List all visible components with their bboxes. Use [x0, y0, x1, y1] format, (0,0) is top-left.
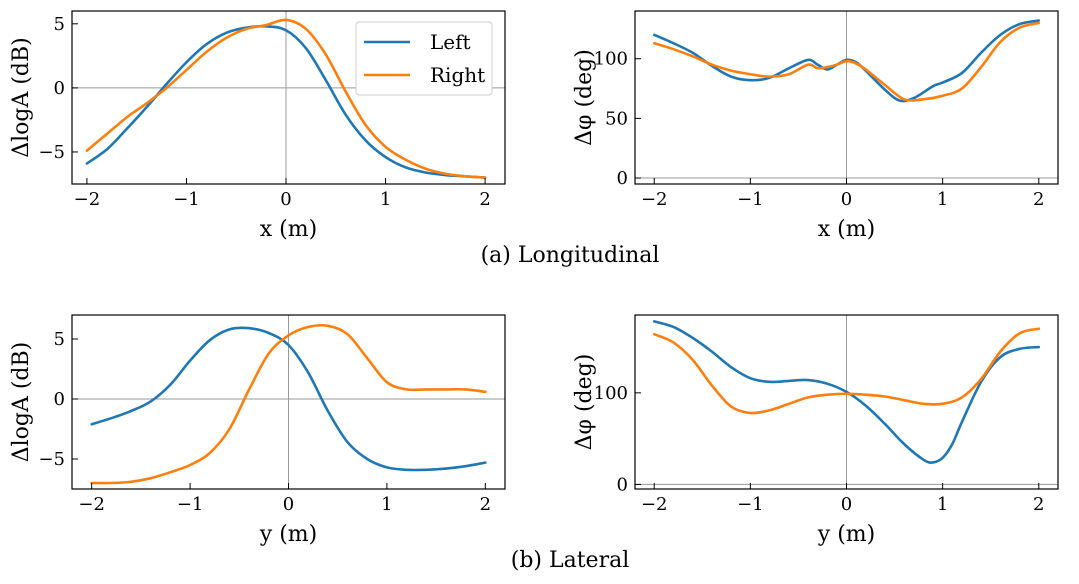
y-tick-label: 5 — [54, 14, 65, 35]
series-line-left — [652, 320, 1041, 464]
panel-b-right: −2 −1 0 1 2 0 100 y (m) Δφ (deg) — [572, 314, 1059, 547]
x-tick-label: 2 — [1033, 189, 1044, 210]
x-tick-label: 0 — [841, 494, 852, 515]
series-line-right — [652, 21, 1041, 102]
y-tick-label: 50 — [605, 108, 628, 129]
x-tick-label: −1 — [173, 189, 200, 210]
legend-frame — [355, 21, 493, 96]
y-tick-label: 100 — [594, 49, 628, 70]
legend: Left Right — [355, 21, 493, 96]
x-tick-label: 0 — [283, 494, 294, 515]
x-tick-label: −2 — [641, 189, 668, 210]
y-axis-label: ΔlogA (dB) — [9, 342, 34, 463]
y-axis-label: ΔlogA (dB) — [9, 37, 34, 158]
x-tick-label: 2 — [479, 189, 490, 210]
x-tick-label: 2 — [480, 494, 491, 515]
x-axis-label: x (m) — [260, 217, 317, 242]
y-axis-label: Δφ (deg) — [572, 354, 597, 451]
caption-b: (b) Lateral — [511, 548, 630, 573]
series-line-right — [85, 18, 487, 179]
y-tick-label: 0 — [54, 78, 65, 99]
x-tick-label: 2 — [1033, 494, 1044, 515]
y-tick-label: 5 — [54, 329, 65, 350]
y-tick-label: −5 — [38, 449, 65, 470]
x-tick-label: −1 — [177, 494, 204, 515]
caption-a: (a) Longitudinal — [481, 243, 660, 268]
y-tick-label: 0 — [617, 168, 628, 189]
x-tick-label: 1 — [381, 494, 392, 515]
x-axis-label: x (m) — [818, 217, 875, 242]
y-tick-label: 0 — [54, 389, 65, 410]
legend-label-left: Left — [430, 30, 471, 54]
y-tick-label: 100 — [594, 383, 628, 404]
x-tick-label: 0 — [280, 189, 291, 210]
x-tick-label: 1 — [937, 189, 948, 210]
x-tick-label: −2 — [641, 494, 668, 515]
panel-a-left: −2 −1 0 1 2 −5 0 5 x (m) ΔlogA (dB) — [9, 10, 506, 242]
legend-label-right: Right — [430, 63, 485, 87]
panel-a-right: −2 −1 0 1 2 0 50 100 x (m) Δφ (deg) — [572, 10, 1059, 242]
y-axis-label: Δφ (deg) — [572, 49, 597, 146]
x-axis-label: y (m) — [817, 522, 875, 547]
y-tick-label: 0 — [617, 474, 628, 495]
x-tick-label: 1 — [380, 189, 391, 210]
series-line-left — [90, 326, 487, 472]
x-tick-label: −2 — [78, 494, 105, 515]
x-tick-label: 0 — [841, 189, 852, 210]
x-axis-label: y (m) — [259, 522, 317, 547]
y-tick-label: −5 — [38, 142, 65, 163]
x-tick-label: −1 — [737, 189, 764, 210]
plot-frame — [71, 10, 506, 185]
series-line-right — [652, 327, 1041, 415]
x-tick-label: −2 — [74, 189, 101, 210]
x-tick-label: −1 — [737, 494, 764, 515]
series-line-right — [90, 323, 487, 485]
panel-b-left: −2 −1 0 1 2 −5 0 5 y (m) ΔlogA (dB) — [9, 314, 506, 547]
x-tick-label: 1 — [937, 494, 948, 515]
